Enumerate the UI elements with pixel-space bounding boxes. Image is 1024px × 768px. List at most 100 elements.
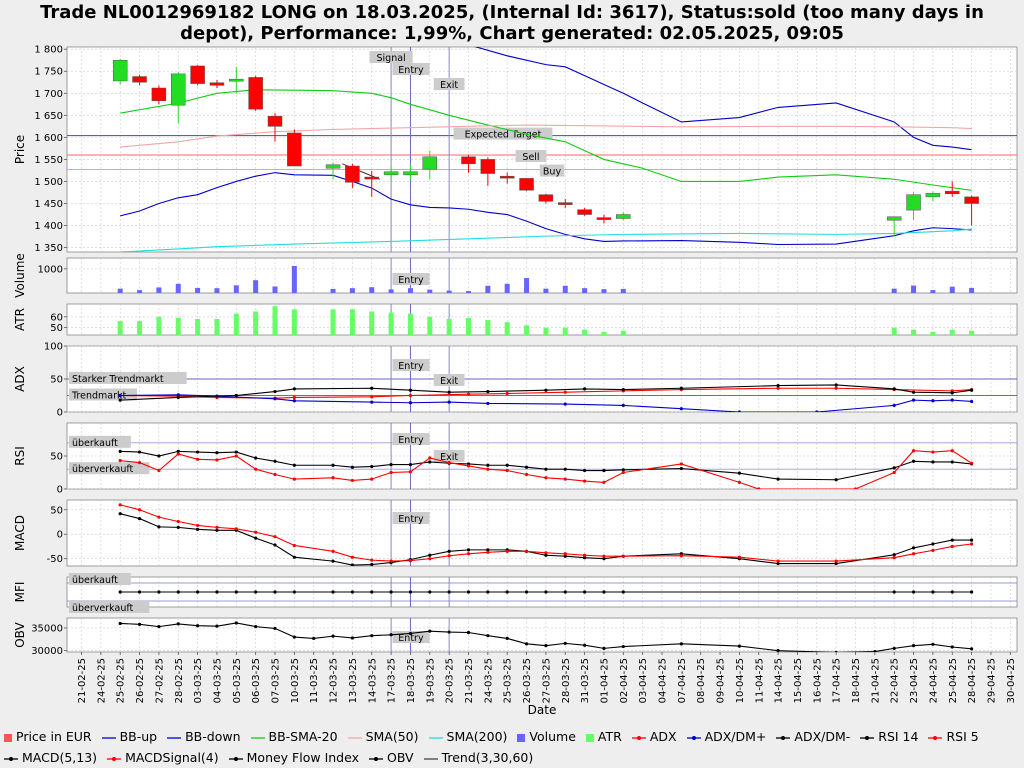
series-point xyxy=(254,625,258,629)
x-tick-label: 20-03-25 xyxy=(445,658,456,703)
x-tick-label: 28-03-25 xyxy=(561,658,572,703)
series-point xyxy=(137,508,142,512)
legend-swatch xyxy=(167,736,182,739)
series-point xyxy=(370,464,374,469)
legend-label: RSI 5 xyxy=(946,729,979,744)
series-point xyxy=(273,472,277,477)
x-tick-label: 25-03-25 xyxy=(503,658,514,703)
series-point xyxy=(408,388,413,392)
series-point xyxy=(157,525,161,529)
series-point xyxy=(370,400,374,404)
atr-bar xyxy=(388,312,394,335)
y-tick-label: 1 500 xyxy=(34,177,63,188)
y-tick-label: 60 xyxy=(50,312,63,323)
legend-swatch xyxy=(347,736,362,739)
series-point xyxy=(602,468,606,473)
series-point xyxy=(234,527,238,531)
series-point xyxy=(176,590,180,594)
volume-bar xyxy=(156,287,162,293)
series-point xyxy=(737,471,742,475)
series-point xyxy=(176,393,180,397)
series-point xyxy=(196,624,200,628)
series-point xyxy=(776,561,780,566)
series-point xyxy=(931,542,935,546)
series-point xyxy=(176,395,180,400)
series-point xyxy=(486,550,490,554)
atr-bar xyxy=(330,309,336,335)
series-point xyxy=(118,449,122,453)
series-point xyxy=(757,487,761,489)
x-tick-label: 05-03-25 xyxy=(232,658,243,703)
x-tick-label: 28-04-25 xyxy=(967,658,978,703)
x-tick-label: 28-02-25 xyxy=(174,658,185,703)
volume-bar xyxy=(388,289,394,293)
legend-item: Trend(3,30,60) xyxy=(423,747,533,768)
x-tick-label: 18-03-25 xyxy=(406,658,417,703)
candle xyxy=(190,65,205,86)
x-tick-label: 23-04-25 xyxy=(909,658,920,703)
x-tick-label: 09-04-25 xyxy=(716,658,727,703)
legend-item: SMA(200) xyxy=(428,726,507,747)
x-tick-label: 19-03-25 xyxy=(425,658,436,703)
candle xyxy=(945,181,960,197)
marker-label-entry: Entry xyxy=(398,435,424,446)
volume-bar xyxy=(485,285,491,293)
series-point xyxy=(157,468,161,473)
series-point xyxy=(292,635,296,639)
candle-body xyxy=(886,216,902,221)
hline-label-mfi-bg xyxy=(69,573,131,585)
series-point xyxy=(873,649,877,652)
candle xyxy=(248,75,263,111)
series-point xyxy=(950,460,954,464)
y-tick-label: 1 750 xyxy=(34,67,63,78)
price-level-label-bg xyxy=(539,164,565,177)
legend-label: MACDSignal(4) xyxy=(125,750,219,765)
volume-bar xyxy=(524,278,530,293)
candle-body xyxy=(577,209,592,215)
volume-bar xyxy=(504,283,510,293)
series-point xyxy=(408,631,413,636)
x-tick-label: 08-04-25 xyxy=(696,658,707,703)
series-point xyxy=(447,461,451,465)
series-point xyxy=(911,546,916,550)
atr-bar xyxy=(543,327,549,335)
series-line xyxy=(120,124,972,148)
atr-bar xyxy=(466,317,471,335)
candle-body xyxy=(925,193,941,198)
series-point xyxy=(215,458,219,462)
x-tick-label: 25-02-25 xyxy=(116,658,127,703)
series-point xyxy=(583,556,587,560)
series-bb-sma-20 xyxy=(120,89,972,191)
candle-body xyxy=(519,178,534,191)
series-point xyxy=(892,590,896,594)
atr-bar xyxy=(582,329,588,335)
series-bb-down xyxy=(120,172,972,246)
series-point xyxy=(254,467,258,471)
series-point xyxy=(602,590,606,594)
series-point xyxy=(447,390,451,394)
atr-bar xyxy=(214,318,220,335)
series-point xyxy=(544,553,548,557)
y-tick-label: 50 xyxy=(50,452,63,463)
series-point xyxy=(408,393,413,398)
series-line xyxy=(120,172,972,246)
series-point xyxy=(602,480,606,484)
series-point xyxy=(583,387,587,391)
series-point xyxy=(892,470,896,475)
candle xyxy=(499,172,515,184)
panel-obv xyxy=(66,617,1018,653)
legend-item: ADX/DM- xyxy=(776,726,850,747)
series-point xyxy=(273,543,277,547)
candle-body xyxy=(945,190,960,195)
candle xyxy=(925,191,941,202)
series-point xyxy=(137,590,142,594)
series-point xyxy=(970,461,974,465)
x-tick-label: 04-03-25 xyxy=(212,658,223,703)
legend-item: RSI 14 xyxy=(860,726,918,747)
legend-label: BB-SMA-20 xyxy=(268,729,338,744)
legend-swatch xyxy=(776,735,791,740)
candle-body xyxy=(151,87,167,102)
series-point xyxy=(621,470,625,475)
volume-bar xyxy=(291,265,297,293)
series-point xyxy=(389,470,393,475)
